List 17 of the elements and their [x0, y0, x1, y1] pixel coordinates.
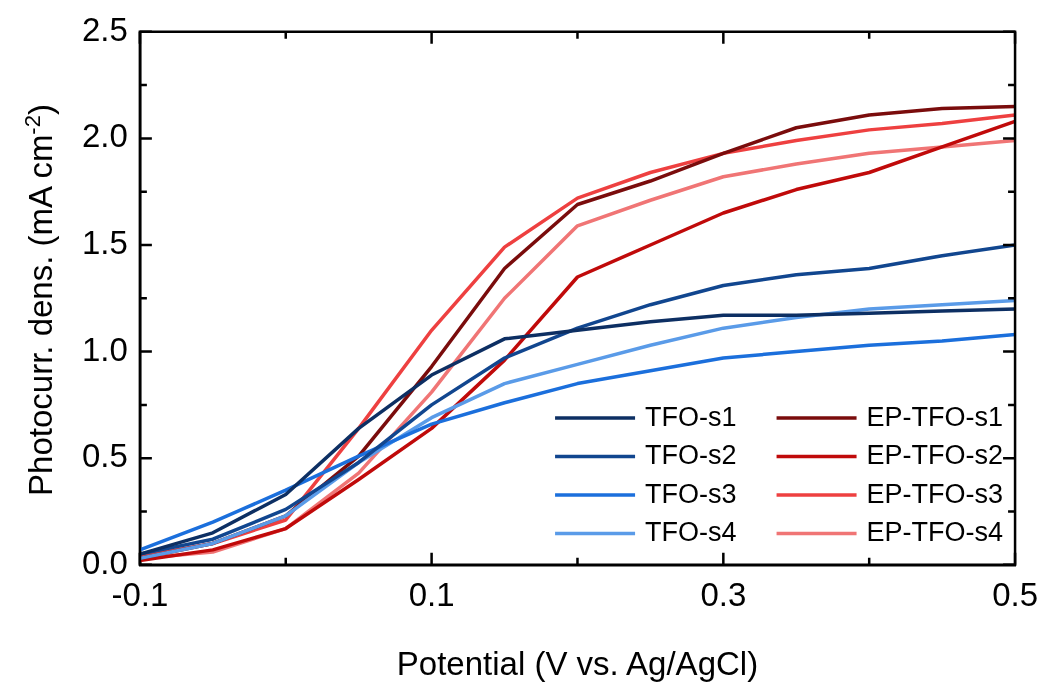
- x-axis-title: Potential (V vs. Ag/AgCl): [396, 645, 759, 683]
- legend-label: TFO-s4: [645, 517, 737, 547]
- y-tick-label: 1.0: [82, 330, 128, 368]
- legend-label: EP-TFO-s3: [866, 478, 1004, 509]
- x-tick-label: 0.1: [408, 575, 455, 613]
- x-tick-label: 0.5: [992, 575, 1038, 613]
- legend-label: EP-TFO-s4: [866, 517, 1004, 547]
- legend-label: EP-TFO-s2: [866, 440, 1004, 470]
- y-tick-label: 0.5: [82, 437, 128, 475]
- legend-label: EP-TFO-s1: [866, 401, 1004, 432]
- y-tick-label: 1.5: [82, 224, 128, 262]
- y-tick-label: 2.0: [82, 117, 128, 155]
- legend-label: TFO-s3: [645, 478, 737, 509]
- y-tick-label: 2.5: [82, 10, 128, 48]
- x-tick-label: 0.3: [700, 575, 747, 613]
- legend-label: TFO-s2: [645, 440, 737, 470]
- legend-label: TFO-s1: [645, 401, 737, 432]
